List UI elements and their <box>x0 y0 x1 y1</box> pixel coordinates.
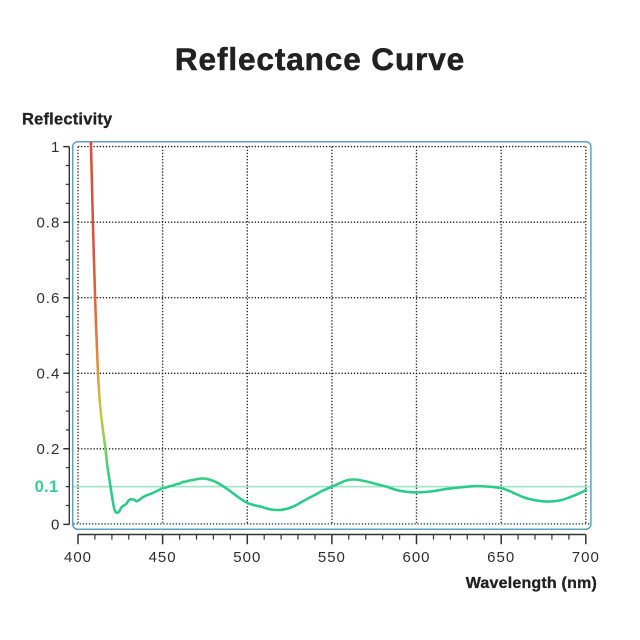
svg-text:1: 1 <box>51 139 60 156</box>
svg-text:0.1: 0.1 <box>35 478 59 496</box>
svg-text:Reflectance Curve: Reflectance Curve <box>175 41 465 77</box>
svg-text:500: 500 <box>233 549 261 566</box>
svg-text:Wavelength (nm): Wavelength (nm) <box>466 575 597 592</box>
svg-text:550: 550 <box>318 549 346 566</box>
svg-text:0.4: 0.4 <box>36 366 60 383</box>
svg-text:600: 600 <box>402 549 430 566</box>
svg-text:0.2: 0.2 <box>36 441 60 458</box>
svg-text:Reflectivity: Reflectivity <box>22 111 113 129</box>
svg-text:650: 650 <box>487 549 515 566</box>
svg-text:0.8: 0.8 <box>36 215 60 232</box>
svg-text:0: 0 <box>51 517 60 534</box>
svg-text:450: 450 <box>149 549 177 566</box>
svg-text:0.6: 0.6 <box>36 290 60 307</box>
svg-text:700: 700 <box>572 549 600 566</box>
svg-text:400: 400 <box>64 549 92 566</box>
